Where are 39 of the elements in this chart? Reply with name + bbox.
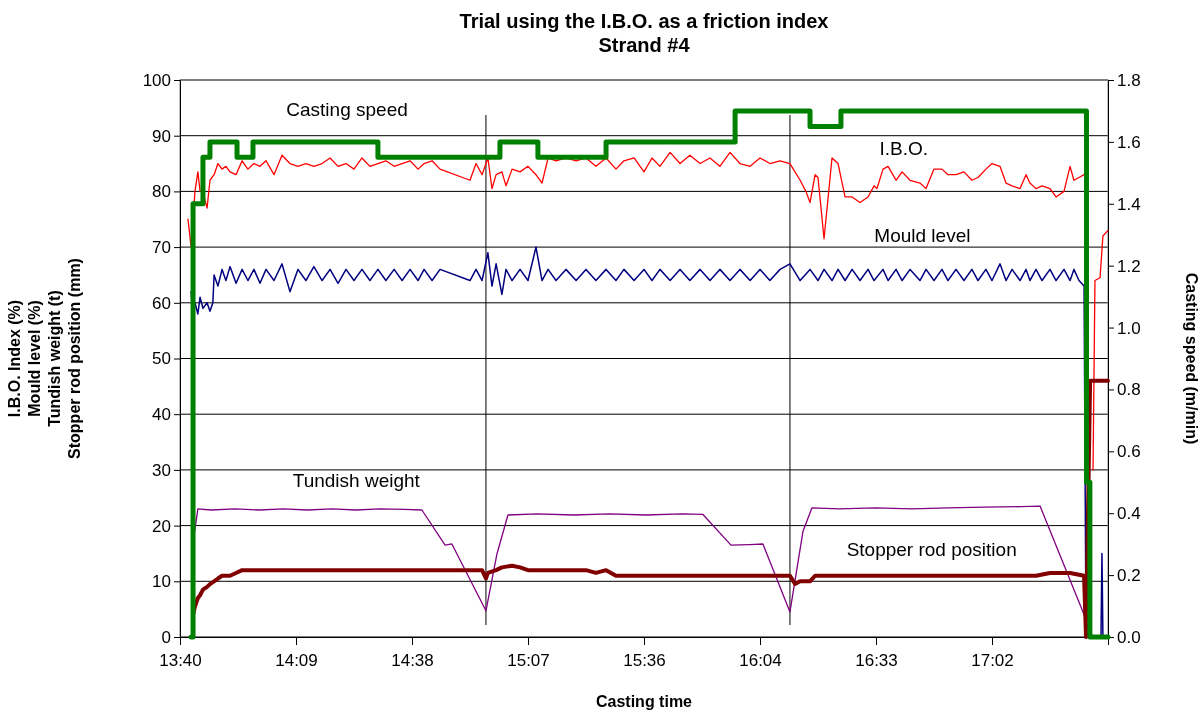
- y2-tick-label: 0.6: [1117, 442, 1141, 462]
- y2-tick-label: 1.0: [1117, 318, 1141, 338]
- y2-tick-label: 0.4: [1117, 504, 1141, 524]
- x-tick-label: 16:33: [855, 650, 898, 670]
- chart-title: Trial using the I.B.O. as a friction index: [459, 10, 829, 32]
- y2-tick-label: 1.2: [1117, 256, 1141, 276]
- series-label: Casting speed: [286, 99, 408, 121]
- chart-subtitle: Strand #4: [598, 34, 691, 56]
- x-tick-label: 14:38: [391, 650, 434, 670]
- y2-tick-label: 0.8: [1117, 380, 1141, 400]
- x-tick-label: 17:02: [971, 650, 1014, 670]
- y2-axis-title: Casting speed (m/min): [1183, 272, 1198, 445]
- y-tick-label: 90: [152, 126, 171, 146]
- y2-tick-label: 0.2: [1117, 566, 1141, 586]
- y-tick-label: 20: [152, 516, 171, 536]
- x-tick-label: 14:09: [275, 650, 318, 670]
- series-label: Tundish weight: [292, 469, 421, 491]
- y-tick-label: 70: [152, 238, 171, 258]
- y-tick-label: 80: [152, 182, 171, 202]
- y2-tick-label: 1.6: [1117, 132, 1141, 152]
- y-tick-label: 0: [161, 627, 171, 647]
- y-tick-label: 60: [152, 293, 171, 313]
- y-tick-label: 100: [142, 70, 171, 90]
- y-tick-label: 40: [152, 405, 171, 425]
- series-label: Stopper rod position: [846, 539, 1017, 561]
- x-tick-label: 15:36: [623, 650, 666, 670]
- y2-tick-label: 0.0: [1117, 627, 1141, 647]
- y-tick-label: 10: [152, 572, 171, 592]
- y-axis-title: I.B.O. Index (%) Mould level (%) Tundish weight (t) Stopper rod position (mm): [6, 258, 83, 459]
- series-label: Mould level: [874, 224, 971, 246]
- y-tick-label: 50: [152, 349, 171, 369]
- series-label: I.B.O.: [879, 138, 929, 160]
- y2-tick-label: 1.4: [1117, 194, 1141, 214]
- x-tick-label: 15:07: [507, 650, 550, 670]
- x-tick-label: 16:04: [739, 650, 782, 670]
- x-axis-title: Casting time: [595, 693, 693, 710]
- y-tick-label: 30: [152, 460, 171, 480]
- y2-tick-label: 1.8: [1117, 70, 1141, 90]
- x-tick-label: 13:40: [159, 650, 202, 670]
